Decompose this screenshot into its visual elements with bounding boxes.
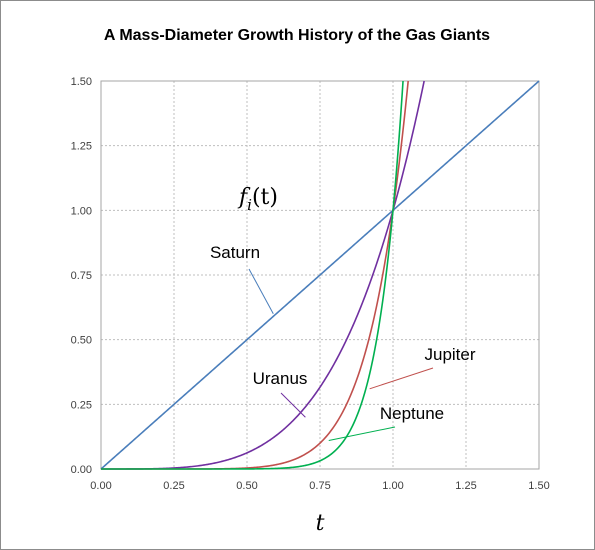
function-annotation-subscript: i — [247, 196, 252, 214]
x-tick-label: 1.00 — [382, 480, 403, 492]
series-label-saturn: Saturn — [210, 243, 260, 262]
y-tick-label: 1.00 — [71, 205, 92, 217]
x-tick-label: 0.50 — [236, 480, 257, 492]
y-tick-label: 1.50 — [71, 76, 92, 88]
y-tick-label: 0.75 — [71, 270, 92, 282]
series-label-uranus: Uranus — [253, 369, 308, 388]
function-annotation: fi(t) — [237, 185, 278, 214]
function-annotation-arg: (t) — [252, 185, 278, 210]
x-axis-label: t — [316, 511, 325, 536]
x-tick-label: 1.25 — [455, 480, 476, 492]
x-tick-label: 1.50 — [528, 480, 549, 492]
y-axis-ticks: 0.00 0.25 0.50 0.75 1.00 1.25 1.50 — [71, 76, 92, 476]
leader-line-neptune — [328, 426, 396, 442]
x-tick-label: 0.75 — [309, 480, 330, 492]
leader-line-jupiter — [369, 367, 434, 390]
x-tick-label: 0.00 — [90, 480, 111, 492]
y-tick-label: 0.50 — [71, 335, 92, 347]
x-axis-ticks: 0.00 0.25 0.50 0.75 1.00 1.25 1.50 — [90, 480, 549, 492]
x-tick-label: 0.25 — [163, 480, 184, 492]
y-tick-label: 0.00 — [71, 464, 92, 476]
leader-line-saturn — [248, 268, 274, 315]
series-lines — [100, 80, 540, 470]
chart-title: A Mass-Diameter Growth History of the Ga… — [104, 27, 490, 44]
series-line-neptune — [101, 80, 404, 470]
label-leader-lines — [248, 268, 434, 442]
y-tick-label: 1.25 — [71, 141, 92, 153]
series-label-jupiter: Jupiter — [424, 345, 475, 364]
leader-line-uranus — [280, 392, 306, 418]
y-tick-label: 0.25 — [71, 399, 92, 411]
plot-area-border — [100, 80, 540, 470]
series-label-neptune: Neptune — [380, 404, 444, 423]
series-line-saturn — [100, 80, 540, 470]
